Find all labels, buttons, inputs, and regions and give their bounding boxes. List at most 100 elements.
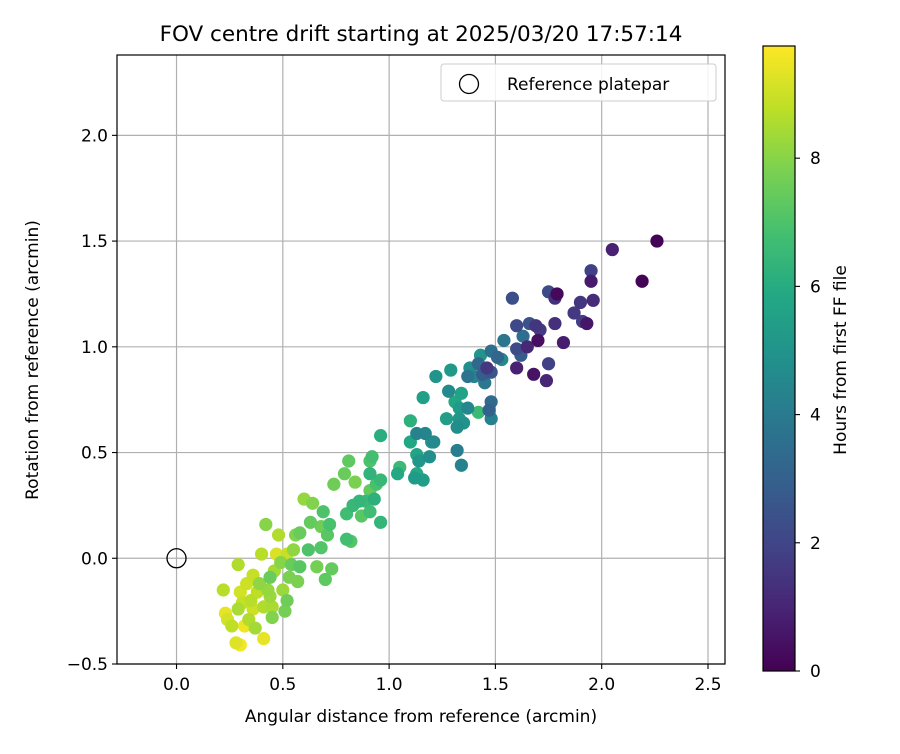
colorbar-gradient bbox=[762, 45, 796, 672]
data-point bbox=[318, 572, 332, 587]
reference-platepar-marker bbox=[166, 548, 187, 569]
data-point bbox=[303, 515, 318, 529]
data-point bbox=[231, 602, 245, 616]
data-point bbox=[422, 450, 437, 464]
data-point bbox=[274, 555, 288, 570]
data-point bbox=[584, 264, 598, 278]
colorbar: 0 2 4 6 8 Hours from first FF file bbox=[762, 45, 851, 682]
data-point bbox=[216, 583, 230, 597]
data-point bbox=[342, 454, 356, 468]
data-point bbox=[316, 505, 330, 519]
data-point bbox=[337, 467, 352, 481]
data-point bbox=[257, 632, 271, 646]
data-point bbox=[490, 350, 505, 364]
data-point bbox=[510, 361, 524, 375]
data-point bbox=[529, 319, 543, 333]
colorbar-tick-label: 6 bbox=[810, 277, 821, 297]
data-point bbox=[427, 435, 441, 449]
data-point bbox=[229, 636, 243, 650]
data-point bbox=[327, 477, 341, 491]
data-point bbox=[539, 374, 554, 388]
data-point bbox=[339, 532, 354, 546]
data-point bbox=[520, 340, 534, 354]
x-tick-label: 0.5 bbox=[269, 675, 296, 695]
plot-frame bbox=[116, 54, 726, 665]
legend-entry-reference: Reference platepar bbox=[507, 75, 669, 95]
data-point bbox=[586, 293, 600, 307]
data-point bbox=[278, 604, 292, 618]
data-point bbox=[252, 577, 267, 591]
legend: Reference platepar bbox=[440, 63, 717, 102]
data-point bbox=[605, 242, 619, 257]
data-point bbox=[516, 329, 530, 343]
data-point bbox=[374, 473, 388, 487]
data-point bbox=[461, 401, 475, 415]
scatter-points bbox=[216, 234, 664, 652]
colorbar-tick-label: 2 bbox=[810, 534, 821, 554]
data-point bbox=[367, 492, 381, 506]
colorbar-ticks: 0 2 4 6 8 bbox=[795, 149, 821, 682]
legend-box bbox=[440, 63, 717, 102]
data-point bbox=[412, 454, 426, 468]
data-point bbox=[320, 528, 335, 542]
data-point bbox=[480, 361, 494, 375]
data-point bbox=[374, 515, 388, 529]
data-point bbox=[439, 412, 454, 426]
data-point bbox=[254, 547, 269, 561]
data-point bbox=[497, 333, 511, 348]
data-point bbox=[580, 316, 594, 331]
x-tick-label: 2.0 bbox=[588, 675, 615, 695]
x-tick-label: 1.5 bbox=[482, 675, 509, 695]
y-tick-label: 0.0 bbox=[81, 549, 108, 569]
data-point bbox=[556, 335, 571, 350]
data-point bbox=[510, 342, 524, 356]
data-point bbox=[442, 384, 456, 398]
data-point bbox=[429, 369, 443, 384]
data-point bbox=[650, 234, 664, 248]
x-axis-label: Angular distance from reference (arcmin) bbox=[245, 707, 597, 727]
data-point bbox=[635, 274, 649, 288]
data-point bbox=[531, 333, 545, 348]
data-point bbox=[482, 403, 496, 417]
data-point bbox=[305, 496, 320, 510]
data-point bbox=[293, 526, 307, 540]
data-point bbox=[225, 619, 239, 633]
data-point bbox=[314, 541, 328, 555]
y-tick-label: 0.5 bbox=[81, 444, 108, 464]
chart-title: FOV centre drift starting at 2025/03/20 … bbox=[160, 22, 683, 47]
y-tick-label: 1.0 bbox=[81, 338, 108, 358]
data-point bbox=[471, 405, 485, 419]
data-point bbox=[391, 467, 405, 481]
data-point bbox=[408, 471, 422, 485]
x-tick-label: 0.0 bbox=[163, 675, 190, 695]
colorbar-label: Hours from first FF file bbox=[831, 265, 851, 455]
data-point bbox=[584, 274, 598, 288]
data-point bbox=[541, 357, 556, 371]
data-point bbox=[450, 420, 464, 434]
data-point bbox=[282, 570, 296, 584]
colorbar-tick-label: 0 bbox=[810, 662, 821, 682]
data-point bbox=[573, 295, 588, 310]
data-point bbox=[363, 467, 377, 481]
data-point bbox=[322, 517, 337, 532]
data-point bbox=[301, 543, 315, 557]
data-point bbox=[265, 610, 279, 625]
data-point bbox=[527, 367, 541, 381]
data-point bbox=[374, 429, 388, 443]
data-point bbox=[286, 543, 301, 557]
data-point bbox=[567, 306, 581, 320]
legend-reference-marker bbox=[458, 73, 480, 95]
data-point bbox=[416, 390, 430, 405]
data-point bbox=[505, 291, 520, 305]
y-tick-label: 1.5 bbox=[81, 232, 108, 252]
data-point bbox=[348, 475, 362, 489]
data-point bbox=[352, 494, 366, 508]
data-point bbox=[231, 558, 245, 572]
data-point bbox=[325, 562, 339, 576]
data-point bbox=[280, 593, 294, 608]
data-point bbox=[450, 443, 464, 458]
data-point bbox=[276, 583, 290, 597]
colorbar-tick-label: 4 bbox=[810, 406, 821, 426]
